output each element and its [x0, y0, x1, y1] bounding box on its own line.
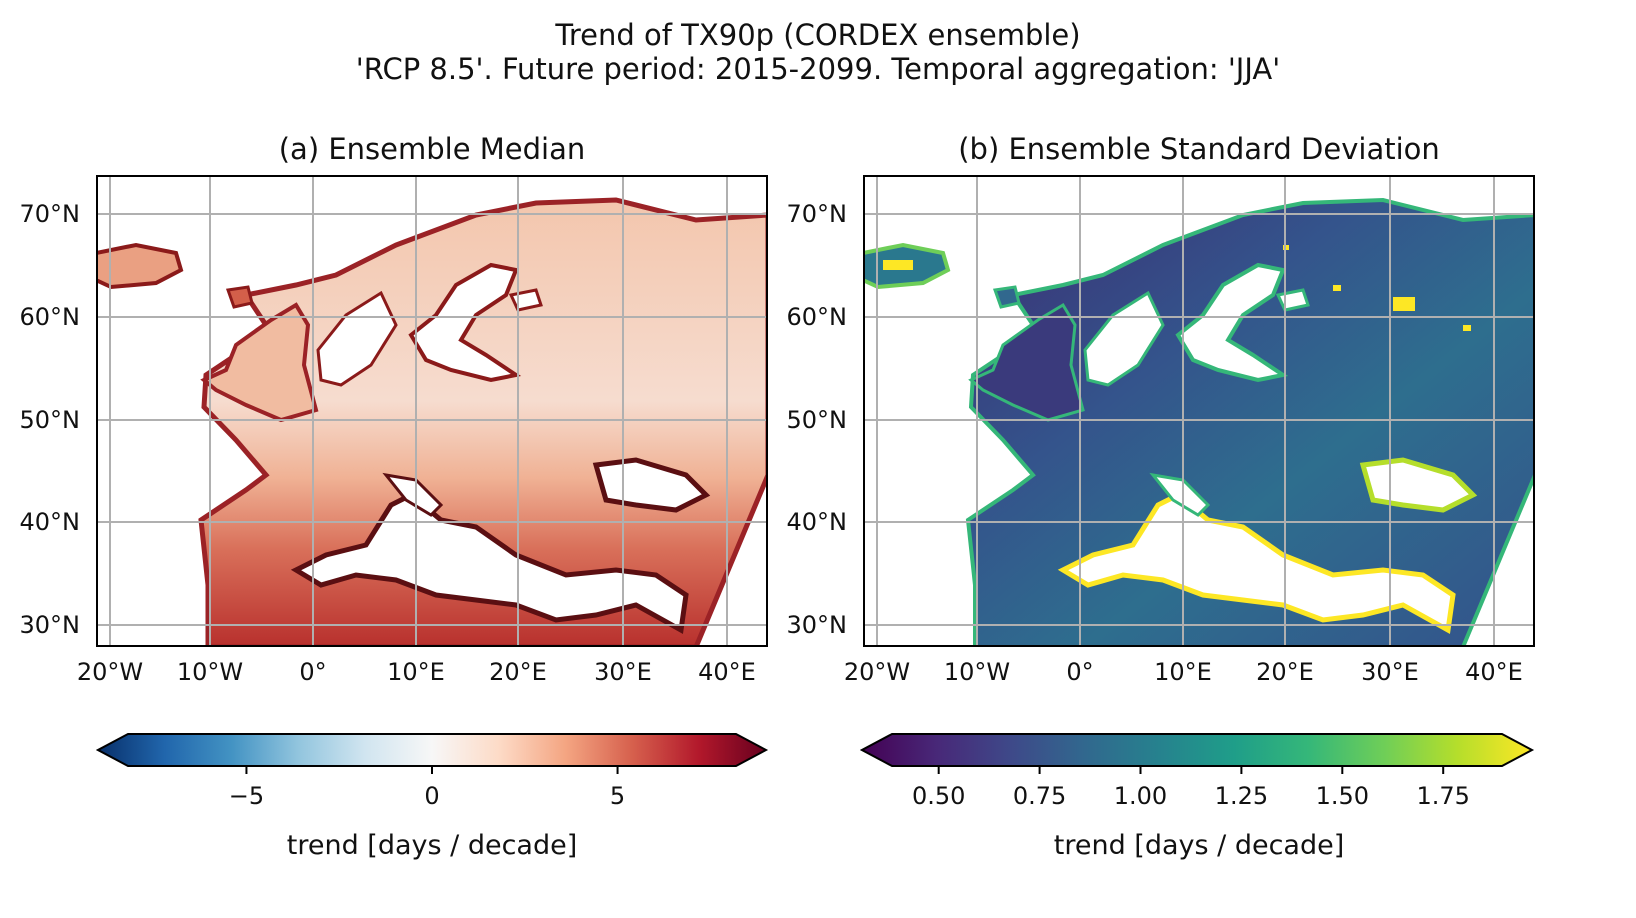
panel-a-lon-20w: 20°W [76, 658, 144, 686]
panel-b-map [863, 175, 1535, 647]
panel-a-lat-70: 70°N [19, 200, 81, 228]
colorbar-tick-label: 1.50 [1316, 782, 1369, 810]
panel-a-map [96, 175, 768, 647]
small-island [225, 285, 254, 309]
gridlines [96, 175, 768, 647]
panel-a-lat-50: 50°N [19, 406, 81, 434]
panel-b-lat-50: 50°N [786, 406, 848, 434]
figure-subtitle: 'RCP 8.5'. Future period: 2015-2099. Tem… [355, 52, 1281, 86]
panel-a-lon-10e: 10°E [387, 658, 445, 686]
colorbar-tick-label: 5 [610, 782, 625, 810]
panel-a-lat-30: 30°N [19, 611, 81, 639]
panel-b-lat-70: 70°N [786, 200, 848, 228]
panel-b-lon-30e: 30°E [1361, 658, 1419, 686]
colorbar-b-ticks: 0.50 0.75 1.00 1.25 1.50 1.75 [912, 766, 1470, 810]
panel-b-lon-20w: 20°W [843, 658, 911, 686]
lake [1275, 288, 1310, 312]
adriatic-sea [1149, 472, 1211, 517]
small-island [992, 285, 1021, 309]
panel-b-lon-20e: 20°E [1256, 658, 1314, 686]
colorbar-a-body [96, 733, 769, 767]
panel-a-title: (a) Ensemble Median [278, 132, 586, 166]
lake [508, 288, 543, 312]
iceland [96, 242, 184, 290]
map-border [96, 175, 768, 647]
panel-a-lat-40: 40°N [19, 508, 81, 536]
panel-a-lon-20e: 20°E [489, 658, 547, 686]
adriatic-sea [382, 472, 444, 517]
colorbar-tick-label: 0.50 [912, 782, 965, 810]
gridlines [863, 175, 1535, 647]
british-isles [200, 302, 319, 423]
data-field [198, 197, 768, 647]
colorbar-tick-label: 0.75 [1013, 782, 1066, 810]
baltic-sea [1175, 262, 1289, 383]
colorbar-tick-label: 1.75 [1416, 782, 1469, 810]
panel-b-colorbar-label: trend [days / decade] [1053, 830, 1345, 861]
panel-a-lon-10w: 10°W [176, 658, 244, 686]
panel-a-colorbar: −5 0 5 [96, 733, 769, 810]
panel-a-lon-0: 0° [299, 658, 327, 686]
panel-b-lon-10w: 10°W [943, 658, 1011, 686]
figure-title: Trend of TX90p (CORDEX ensemble) [555, 18, 1081, 52]
colorbar-a-ticks: −5 0 5 [229, 766, 625, 810]
colorbar-tick-label: −5 [229, 782, 264, 810]
panel-b-lat-40: 40°N [786, 508, 848, 536]
panel-b-lon-10e: 10°E [1154, 658, 1212, 686]
colorbar-tick-label: 1.25 [1215, 782, 1268, 810]
colorbar-b-body [860, 733, 1535, 767]
panel-b-lon-40e: 40°E [1465, 658, 1523, 686]
baltic-sea [408, 262, 522, 383]
panel-a-lat-60: 60°N [19, 303, 81, 331]
map-border [863, 175, 1535, 647]
panel-b-lat-60: 60°N [786, 303, 848, 331]
data-field [965, 197, 1535, 647]
colorbar-tick-label: 0 [424, 782, 439, 810]
colorbar-tick-label: 1.00 [1114, 782, 1167, 810]
panel-b-lon-0: 0° [1066, 658, 1094, 686]
british-isles [968, 302, 1085, 422]
panel-b-colorbar: 0.50 0.75 1.00 1.25 1.50 1.75 [860, 733, 1535, 810]
panel-a-lon-40e: 40°E [698, 658, 756, 686]
panel-a-colorbar-label: trend [days / decade] [286, 830, 578, 861]
panel-b-lat-30: 30°N [786, 611, 848, 639]
panel-b-title: (b) Ensemble Standard Deviation [958, 132, 1440, 166]
panel-a-lon-30e: 30°E [594, 658, 652, 686]
